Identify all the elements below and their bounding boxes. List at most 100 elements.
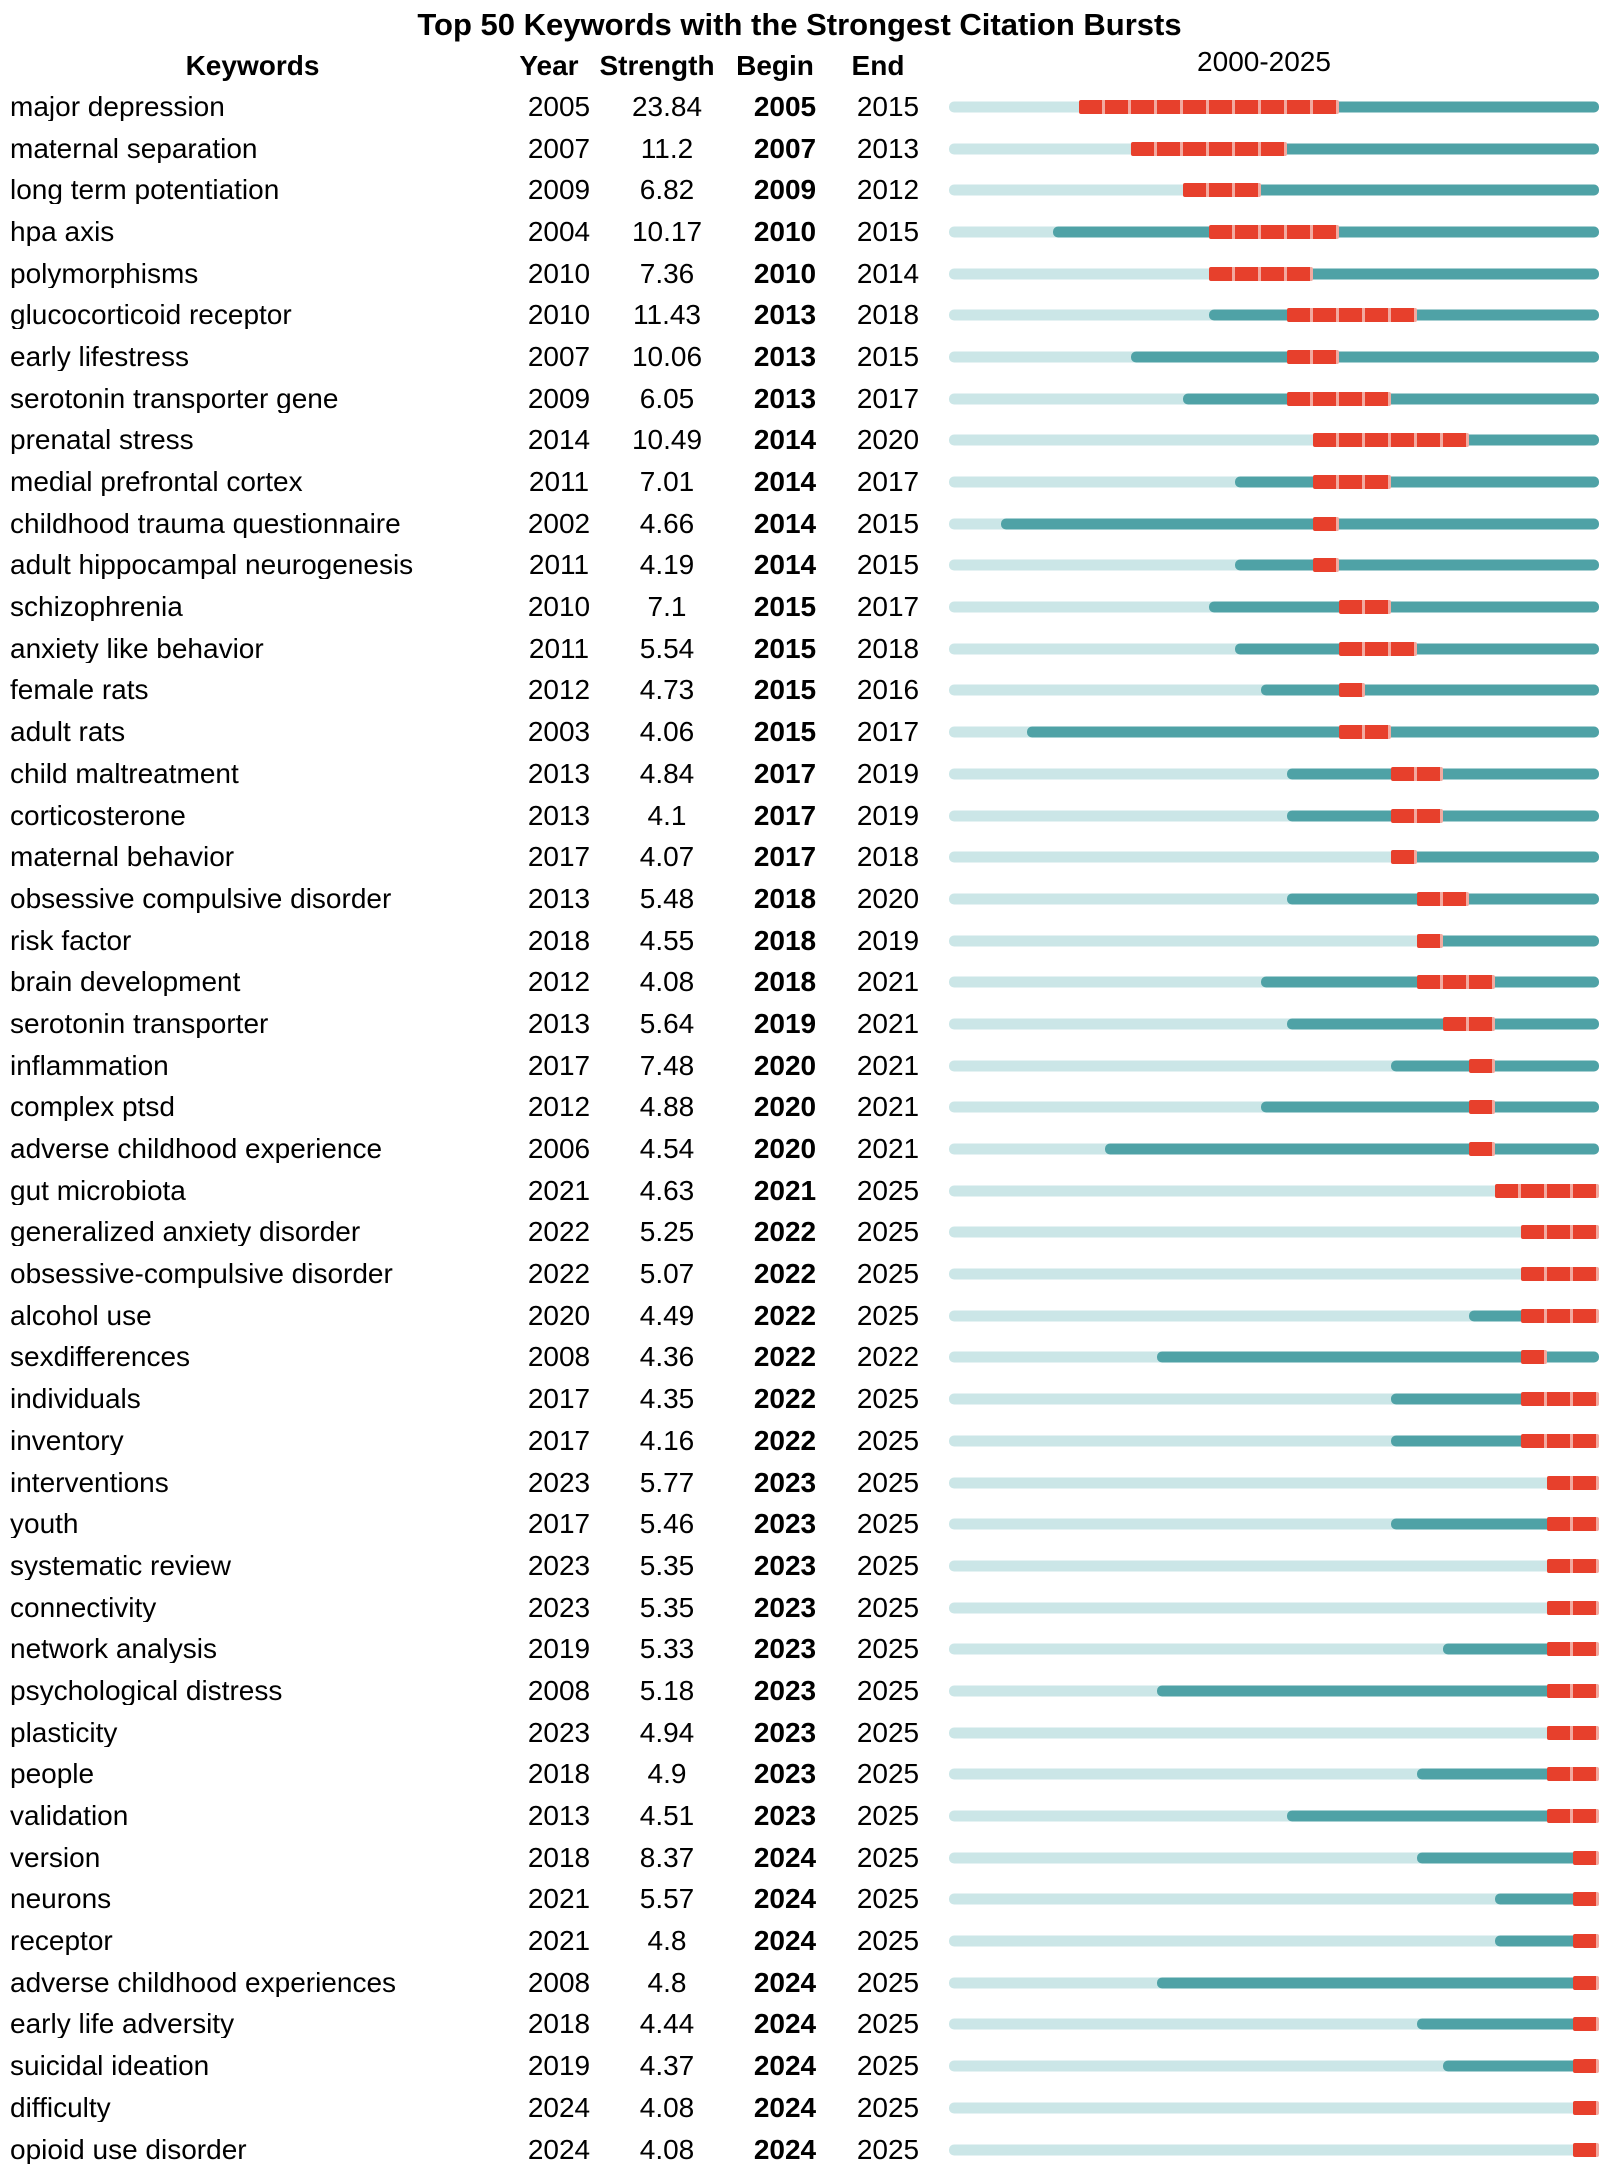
year-value: 2017 (527, 841, 591, 873)
strength-value: 10.06 (631, 340, 703, 372)
end-value: 2018 (856, 632, 920, 664)
timeline-base (949, 1893, 1599, 1905)
end-value: 2018 (856, 299, 920, 331)
year-value: 2018 (527, 1841, 591, 1873)
active-period-segment (1287, 768, 1599, 780)
end-value: 2015 (856, 507, 920, 539)
strength-value: 6.05 (639, 382, 695, 414)
active-period-segment (1391, 1518, 1599, 1530)
year-value: 2021 (527, 1883, 591, 1915)
keyword-label: long term potentiation (10, 176, 280, 205)
timeline-base (949, 1435, 1599, 1447)
timeline (949, 1962, 1599, 2004)
strength-value: 11.43 (633, 299, 701, 331)
begin-value: 2022 (753, 1383, 817, 1415)
year-value: 2021 (527, 1925, 591, 1957)
active-period-segment (1417, 2018, 1599, 2030)
begin-value: 2010 (753, 257, 817, 289)
timeline-base (949, 1852, 1599, 1864)
burst-segment (1287, 391, 1391, 406)
year-value: 2010 (527, 299, 591, 331)
strength-value: 7.01 (639, 466, 695, 498)
begin-value: 2017 (753, 757, 817, 789)
keyword-row: people 2018 4.9 2023 2025 (0, 1754, 1599, 1796)
burst-segment (1547, 1683, 1599, 1698)
year-value: 2008 (527, 1966, 591, 1998)
burst-segment (1131, 141, 1287, 156)
keyword-label: connectivity (10, 1593, 157, 1622)
keyword-row: serotonin transporter gene 2009 6.05 201… (0, 378, 1599, 420)
keyword-label: schizophrenia (10, 593, 183, 622)
keyword-label: inflammation (10, 1051, 169, 1080)
timeline (949, 503, 1599, 545)
strength-value: 4.88 (639, 1091, 695, 1123)
timeline (949, 670, 1599, 712)
end-value: 2025 (856, 1466, 920, 1498)
active-period-segment (1001, 518, 1599, 530)
burst-segment (1209, 266, 1313, 281)
keyword-label: adverse childhood experiences (10, 1968, 397, 1997)
burst-segment (1573, 2059, 1599, 2074)
end-value: 2019 (856, 799, 920, 831)
strength-value: 10.49 (631, 424, 703, 456)
keyword-row: complex ptsd 2012 4.88 2020 2021 (0, 1087, 1599, 1129)
keyword-row: validation 2013 4.51 2023 2025 (0, 1795, 1599, 1837)
timeline (949, 169, 1599, 211)
end-value: 2025 (856, 2008, 920, 2040)
timeline (949, 253, 1599, 295)
strength-value: 4.66 (639, 507, 695, 539)
timeline-base (949, 1185, 1599, 1197)
year-value: 2017 (527, 1383, 591, 1415)
strength-value: 11.2 (640, 132, 694, 164)
strength-value: 4.63 (639, 1174, 695, 1206)
burst-segment (1521, 1267, 1599, 1282)
burst-segment (1521, 1225, 1599, 1240)
header-keywords: Keywords (185, 50, 320, 81)
timeline (949, 461, 1599, 503)
end-value: 2014 (856, 257, 920, 289)
active-period-segment (1417, 1768, 1599, 1780)
end-value: 2016 (856, 674, 920, 706)
timeline (949, 1754, 1599, 1796)
end-value: 2025 (856, 1508, 920, 1540)
keyword-label: youth (10, 1510, 79, 1539)
keyword-row: alcohol use 2020 4.49 2022 2025 (0, 1295, 1599, 1337)
year-value: 2018 (527, 1758, 591, 1790)
keyword-row: major depression 2005 23.84 2005 2015 (0, 86, 1599, 128)
timeline (949, 628, 1599, 670)
active-period-segment (1131, 143, 1599, 155)
end-value: 2025 (856, 1549, 920, 1581)
active-period-segment (1183, 184, 1599, 196)
year-value: 2009 (527, 174, 591, 206)
keyword-row: sexdifferences 2008 4.36 2022 2022 (0, 1337, 1599, 1379)
timeline (949, 420, 1599, 462)
burst-segment (1469, 1058, 1495, 1073)
keyword-label: inventory (10, 1426, 124, 1455)
burst-segment (1339, 683, 1365, 698)
year-value: 2012 (527, 1091, 591, 1123)
keyword-rows: major depression 2005 23.84 2005 2015 ma… (0, 86, 1599, 2170)
year-value: 2018 (527, 2008, 591, 2040)
keyword-label: complex ptsd (10, 1093, 175, 1122)
keyword-label: adult hippocampal neurogenesis (10, 551, 414, 580)
year-value: 2013 (527, 882, 591, 914)
year-value: 2007 (527, 132, 591, 164)
timeline (949, 2004, 1599, 2046)
burst-segment (1521, 1433, 1599, 1448)
year-value: 2004 (527, 215, 591, 247)
strength-value: 7.48 (639, 1049, 695, 1081)
timeline (949, 753, 1599, 795)
begin-value: 2024 (753, 2050, 817, 2082)
end-value: 2025 (856, 1424, 920, 1456)
timeline-base (949, 893, 1599, 905)
timeline (949, 1503, 1599, 1545)
timeline-base (949, 935, 1599, 947)
begin-value: 2020 (753, 1133, 817, 1165)
keyword-label: maternal separation (10, 134, 258, 163)
burst-segment (1573, 1934, 1599, 1949)
timeline (949, 961, 1599, 1003)
keyword-row: network analysis 2019 5.33 2023 2025 (0, 1628, 1599, 1670)
strength-value: 5.07 (639, 1258, 695, 1290)
year-value: 2024 (527, 2091, 591, 2123)
year-value: 2018 (527, 924, 591, 956)
